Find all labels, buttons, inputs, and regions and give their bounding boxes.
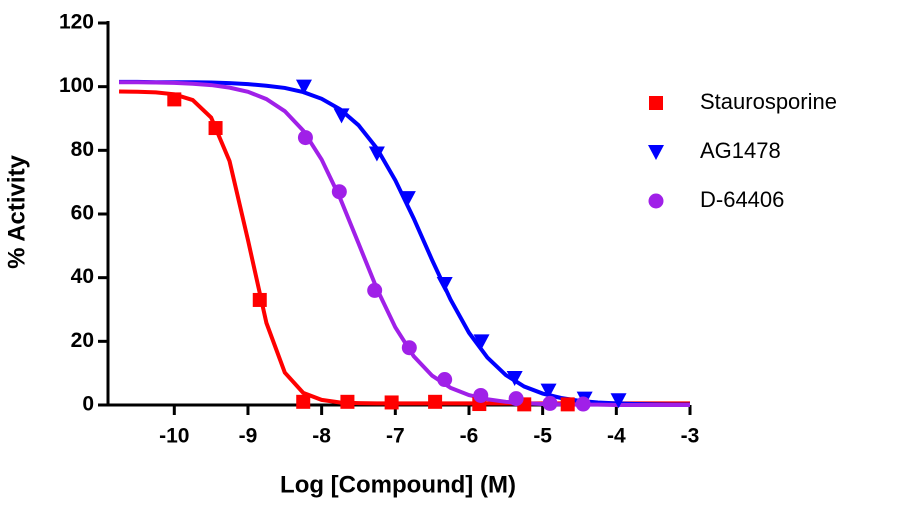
data-point [295,79,312,95]
data-point [540,383,557,399]
x-tick-label: -9 [239,425,258,448]
data-point [542,395,558,411]
data-point [473,334,490,350]
y-tick-label: 20 [71,329,94,352]
data-point [575,396,591,412]
data-point [340,394,355,409]
data-point [367,282,383,298]
data-point [331,184,347,200]
data-point [610,393,627,409]
legend-marker [648,193,664,209]
x-tick-label: -8 [312,425,331,448]
data-point [401,340,417,356]
data-point [296,394,311,409]
legend-marker [649,96,663,110]
x-tick-label: -3 [681,425,700,448]
data-point [508,391,524,407]
data-point [428,394,443,409]
legend-label: Staurosporine [700,89,837,114]
y-tick-label: 80 [71,138,94,161]
data-point [252,292,267,307]
fit-curve [119,89,690,406]
fit-curve [119,79,690,407]
data-point [437,372,453,388]
y-tick-label: 40 [71,265,94,288]
legend-label: AG1478 [700,138,781,163]
x-tick-label: -7 [386,425,405,448]
data-point [333,108,350,124]
data-point [560,397,575,412]
data-point [208,121,223,136]
y-tick-label: 120 [59,11,94,34]
data-point [473,387,489,403]
y-tick-label: 0 [82,393,94,416]
fit-curve [119,80,690,407]
data-point [399,191,416,207]
y-tick-label: 100 [59,74,94,97]
y-axis-label: % Activity [3,154,30,268]
data-point [384,395,399,410]
x-tick-label: -5 [533,425,552,448]
x-tick-label: -4 [607,425,626,448]
x-tick-label: -10 [159,425,189,448]
data-point [297,130,313,146]
legend-label: D-64406 [700,187,784,212]
y-tick-label: 60 [71,202,94,225]
data-point [368,146,385,162]
x-axis-label: Log [Compound] (M) [280,471,516,498]
data-point [436,277,453,293]
data-point [506,370,523,386]
x-tick-label: -6 [460,425,479,448]
legend-marker [648,145,664,160]
data-point [167,92,182,107]
